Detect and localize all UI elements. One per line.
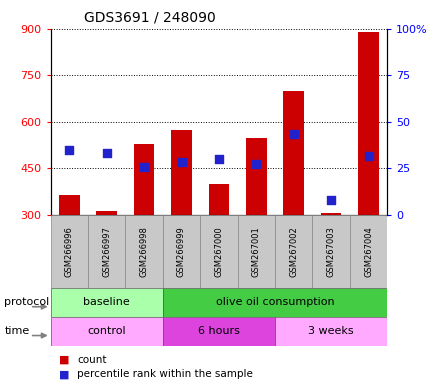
Bar [125,215,163,288]
Point [66,147,73,153]
Bar [51,288,163,317]
Text: GSM267004: GSM267004 [364,226,373,277]
Text: GSM267002: GSM267002 [289,226,298,277]
Text: olive oil consumption: olive oil consumption [216,297,334,308]
Bar [163,215,200,288]
Text: GDS3691 / 248090: GDS3691 / 248090 [84,11,216,25]
Bar [51,215,88,288]
Bar [283,91,304,215]
Text: GSM266996: GSM266996 [65,226,74,277]
Text: percentile rank within the sample: percentile rank within the sample [77,369,253,379]
Point [327,197,335,203]
Bar [275,215,312,288]
Bar [350,215,387,288]
Bar [59,195,80,215]
Bar [171,130,192,215]
Bar [275,317,387,346]
Bar [358,32,379,215]
Text: protocol: protocol [4,297,50,308]
Point [290,131,297,137]
Bar [96,211,117,215]
Point [365,153,372,159]
Text: baseline: baseline [83,297,130,308]
Bar [246,138,267,215]
Point [103,150,110,156]
Bar [200,215,238,288]
Text: GSM266999: GSM266999 [177,226,186,277]
Text: ■: ■ [59,369,70,379]
Point [216,156,223,162]
Bar [163,317,275,346]
Text: GSM267000: GSM267000 [214,226,224,277]
Text: 3 weeks: 3 weeks [308,326,354,336]
Bar [51,317,163,346]
Text: GSM266998: GSM266998 [139,226,149,277]
Text: 6 hours: 6 hours [198,326,240,336]
Bar [134,144,154,215]
Point [253,161,260,167]
Text: GSM267003: GSM267003 [326,226,336,277]
Text: control: control [88,326,126,336]
Bar [88,215,125,288]
Text: GSM267001: GSM267001 [252,226,261,277]
Point [178,159,185,166]
Bar [238,215,275,288]
Point [141,164,148,170]
Text: ■: ■ [59,355,70,365]
Bar [321,214,341,215]
Text: time: time [4,326,29,336]
Text: GSM266997: GSM266997 [102,226,111,277]
Text: count: count [77,355,106,365]
Bar [312,215,350,288]
Bar [163,288,387,317]
Bar [209,184,229,215]
